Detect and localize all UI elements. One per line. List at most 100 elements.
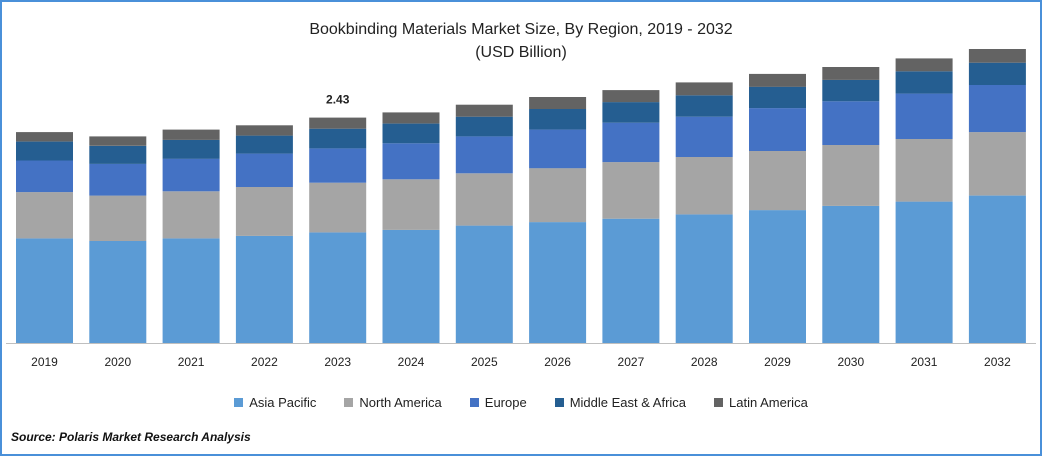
bar-asia-pacific-2021	[162, 238, 220, 343]
bar-asia-pacific-2031	[895, 201, 953, 343]
bar-asia-pacific-2022	[235, 235, 293, 343]
bar-asia-pacific-2032	[968, 195, 1026, 343]
bar-europe-2029	[749, 108, 806, 151]
bar-north-america-2026	[529, 168, 587, 223]
x-tick-label-2020: 2020	[104, 355, 131, 369]
bar-asia-pacific-2026	[529, 222, 587, 343]
x-tick-label-2019: 2019	[31, 355, 58, 369]
bar-north-america-2024	[382, 179, 440, 230]
bar-north-america-2025	[455, 173, 513, 226]
chart-title: Bookbinding Materials Market Size, By Re…	[309, 21, 733, 38]
data-label-2023: 2.43	[326, 93, 350, 107]
bar-middle-east-africa-2032	[968, 62, 1026, 85]
bar-north-america-2023	[309, 182, 367, 233]
bar-asia-pacific-2028	[675, 214, 733, 343]
bar-middle-east-africa-2029	[749, 86, 806, 109]
legend-item-north-america: North America	[344, 395, 442, 410]
bar-north-america-2028	[675, 157, 733, 215]
bar-latin-america-2032	[968, 49, 1026, 63]
bar-europe-2019	[16, 160, 73, 193]
legend-label-latin-america: Latin America	[729, 395, 808, 410]
chart-legend: Asia Pacific North America Europe Middle Ea…	[0, 395, 1042, 410]
bar-europe-2024	[382, 143, 440, 180]
bar-latin-america-2030	[822, 67, 880, 80]
legend-swatch-asia-pacific	[234, 398, 244, 407]
bar-europe-2028	[675, 116, 733, 157]
legend-item-asia-pacific: Asia Pacific	[234, 395, 316, 410]
bar-middle-east-africa-2019	[16, 141, 73, 161]
bar-latin-america-2027	[602, 90, 660, 103]
bar-latin-america-2028	[675, 82, 733, 96]
bar-asia-pacific-2030	[822, 205, 880, 343]
bar-middle-east-africa-2023	[309, 128, 367, 149]
chart-subtitle: (USD Billion)	[475, 44, 567, 61]
bar-middle-east-africa-2028	[675, 95, 733, 117]
legend-swatch-middle-east-africa	[554, 398, 564, 407]
bar-europe-2022	[235, 153, 293, 187]
bar-north-america-2032	[968, 132, 1026, 196]
bar-latin-america-2020	[89, 136, 147, 146]
bar-latin-america-2019	[16, 132, 73, 142]
source-note: Source: Polaris Market Research Analysis	[11, 430, 251, 444]
bar-europe-2026	[529, 129, 587, 169]
x-tick-label-2032: 2032	[984, 355, 1011, 369]
legend-item-middle-east-africa: Middle East & Africa	[554, 395, 687, 410]
bar-north-america-2027	[602, 162, 660, 219]
bar-middle-east-africa-2030	[822, 79, 880, 102]
legend-swatch-europe	[469, 398, 479, 407]
bar-asia-pacific-2024	[382, 229, 440, 343]
bar-middle-east-africa-2027	[602, 102, 660, 123]
bar-latin-america-2031	[895, 58, 953, 72]
bar-middle-east-africa-2020	[89, 145, 147, 164]
bar-middle-east-africa-2026	[529, 109, 587, 130]
x-tick-label-2026: 2026	[544, 355, 571, 369]
bar-europe-2027	[602, 122, 660, 163]
bar-latin-america-2024	[382, 112, 440, 124]
legend-swatch-north-america	[344, 398, 354, 407]
bar-middle-east-africa-2024	[382, 123, 440, 144]
bar-latin-america-2022	[235, 125, 293, 136]
bar-europe-2023	[309, 148, 367, 183]
legend-item-europe: Europe	[469, 395, 527, 410]
bar-asia-pacific-2029	[749, 210, 806, 343]
x-tick-label-2029: 2029	[764, 355, 791, 369]
x-tick-label-2028: 2028	[691, 355, 718, 369]
bar-europe-2032	[968, 85, 1026, 133]
bar-middle-east-africa-2022	[235, 135, 293, 154]
legend-swatch-latin-america	[714, 398, 724, 407]
x-tick-label-2022: 2022	[251, 355, 278, 369]
legend-label-europe: Europe	[484, 395, 527, 410]
legend-label-north-america: North America	[359, 395, 442, 410]
bar-north-america-2022	[235, 187, 293, 236]
bar-latin-america-2025	[455, 104, 513, 117]
bar-asia-pacific-2023	[309, 232, 367, 343]
bar-europe-2025	[455, 136, 513, 174]
bar-europe-2031	[895, 93, 953, 139]
bar-middle-east-africa-2031	[895, 71, 953, 94]
bar-latin-america-2021	[162, 129, 220, 140]
bar-asia-pacific-2020	[89, 241, 147, 343]
bar-europe-2030	[822, 101, 880, 145]
legend-item-latin-america: Latin America	[714, 395, 808, 410]
bar-middle-east-africa-2025	[455, 116, 513, 137]
bar-north-america-2030	[822, 145, 880, 206]
bar-asia-pacific-2027	[602, 218, 660, 343]
x-tick-label-2031: 2031	[911, 355, 938, 369]
bar-asia-pacific-2019	[16, 238, 73, 343]
x-tick-label-2027: 2027	[618, 355, 645, 369]
legend-label-middle-east-africa: Middle East & Africa	[569, 395, 687, 410]
bar-europe-2021	[162, 158, 220, 192]
bar-north-america-2020	[89, 195, 147, 241]
bar-north-america-2019	[16, 192, 73, 239]
bar-north-america-2021	[162, 191, 220, 239]
x-tick-label-2025: 2025	[471, 355, 498, 369]
x-tick-label-2021: 2021	[178, 355, 205, 369]
bar-latin-america-2023	[309, 117, 367, 129]
bar-north-america-2031	[895, 139, 953, 202]
x-tick-label-2024: 2024	[398, 355, 425, 369]
bar-middle-east-africa-2021	[162, 139, 220, 159]
bar-north-america-2029	[749, 151, 806, 211]
bar-latin-america-2029	[749, 73, 806, 87]
bar-europe-2020	[89, 163, 147, 196]
